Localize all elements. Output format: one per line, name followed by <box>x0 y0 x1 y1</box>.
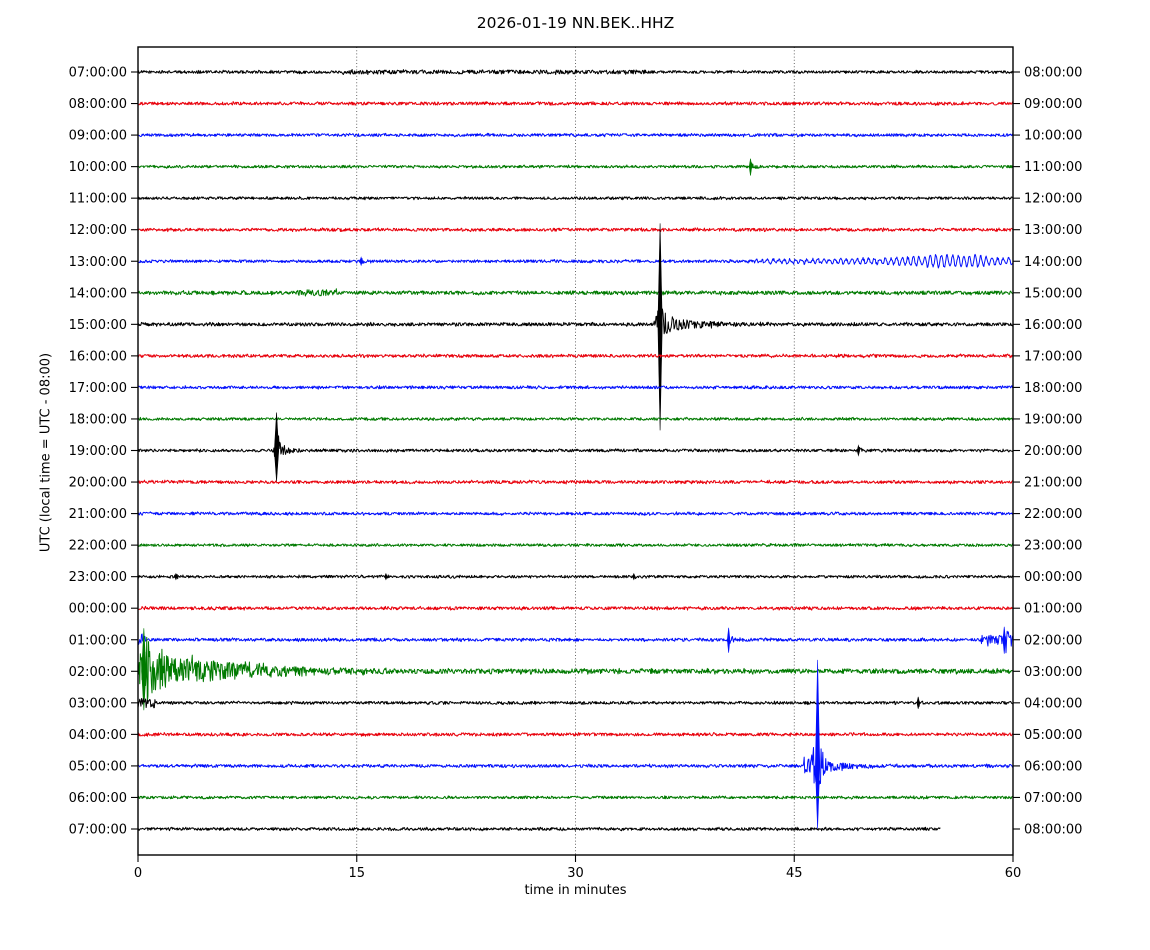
left-time-label: 06:00:00 <box>69 791 127 806</box>
right-time-label: 10:00:00 <box>1024 129 1082 144</box>
trace-row-210000 <box>137 511 1014 516</box>
right-time-label: 01:00:00 <box>1024 602 1082 617</box>
left-time-label: 04:00:00 <box>69 728 127 743</box>
x-tick-label: 0 <box>134 866 142 881</box>
left-time-label: 05:00:00 <box>69 759 127 774</box>
right-time-label: 15:00:00 <box>1024 286 1082 301</box>
trace-row-180000 <box>137 416 1014 422</box>
right-time-label: 04:00:00 <box>1024 696 1082 711</box>
chart-title: 2026-01-19 NN.BEK..HHZ <box>476 14 675 32</box>
right-time-label: 00:00:00 <box>1024 570 1082 585</box>
trace-row-190000 <box>137 435 1014 464</box>
left-time-label: 21:00:00 <box>69 507 127 522</box>
trace-row-070000 <box>137 69 1014 75</box>
trace-row-110000 <box>137 196 1014 201</box>
event-needle-150000-35.8min <box>657 223 663 431</box>
right-time-label: 02:00:00 <box>1024 633 1082 648</box>
trace-row-170000 <box>137 385 1014 390</box>
right-time-label: 22:00:00 <box>1024 507 1082 522</box>
right-time-label: 18:00:00 <box>1024 381 1082 396</box>
trace-row-120000 <box>137 227 1014 233</box>
left-time-label: 20:00:00 <box>69 476 127 491</box>
left-time-label: 23:00:00 <box>69 570 127 585</box>
x-tick-label: 60 <box>1005 866 1022 881</box>
event-needle-190000-9.5min <box>274 412 280 482</box>
trace-row-160000 <box>137 353 1014 359</box>
event-needle-010000-40.5min <box>727 627 731 653</box>
left-time-label: 08:00:00 <box>69 97 127 112</box>
event-needle-190000-49.4min <box>856 444 861 457</box>
trace-row-140000 <box>137 288 1014 297</box>
left-time-label: 00:00:00 <box>69 602 127 617</box>
left-time-label: 14:00:00 <box>69 286 127 301</box>
left-time-label: 07:00:00 <box>69 66 127 81</box>
left-time-label: 13:00:00 <box>69 255 127 270</box>
event-needle-050000-46.6min <box>815 659 821 829</box>
left-time-label: 01:00:00 <box>69 633 127 648</box>
right-time-label: 08:00:00 <box>1024 66 1082 81</box>
x-tick-label: 15 <box>348 866 365 881</box>
x-tick-label: 30 <box>567 866 584 881</box>
right-time-label: 20:00:00 <box>1024 444 1082 459</box>
event-needle-230000-34min <box>632 572 636 581</box>
left-time-label: 07:00:00 <box>69 823 127 838</box>
left-time-label: 19:00:00 <box>69 444 127 459</box>
trace-row-060000 <box>137 795 1014 800</box>
right-time-label: 05:00:00 <box>1024 728 1082 743</box>
left-time-label: 16:00:00 <box>69 349 127 364</box>
trace-row-200000 <box>137 479 1014 485</box>
trace-row-020000 <box>137 636 1014 704</box>
x-axis-label: time in minutes <box>524 883 627 898</box>
trace-row-150000 <box>137 308 1014 335</box>
trace-row-080000 <box>137 101 1014 106</box>
event-needle-010000-59.4min <box>1002 626 1006 654</box>
left-time-label: 02:00:00 <box>69 665 127 680</box>
trace-row-230000 <box>137 574 1014 580</box>
left-time-label: 03:00:00 <box>69 696 127 711</box>
right-time-label: 14:00:00 <box>1024 255 1082 270</box>
event-needle-130000-15.3min <box>359 256 363 267</box>
x-tick-label: 45 <box>786 866 803 881</box>
right-time-label: 07:00:00 <box>1024 791 1082 806</box>
left-time-label: 22:00:00 <box>69 539 127 554</box>
event-needle-100000-42min <box>748 158 753 176</box>
trace-row-050000 <box>137 745 1014 785</box>
left-time-label: 15:00:00 <box>69 318 127 333</box>
event-needle-020000-0.4min <box>141 628 147 711</box>
right-time-label: 13:00:00 <box>1024 223 1082 238</box>
right-time-label: 11:00:00 <box>1024 160 1082 175</box>
trace-row-090000 <box>137 132 1014 138</box>
event-needle-030000-53.5min <box>916 696 920 709</box>
trace-row-220000 <box>137 543 1014 548</box>
left-time-label: 10:00:00 <box>69 160 127 175</box>
event-needle-230000-17min <box>384 572 388 581</box>
event-needle-230000-2.6min <box>174 572 178 581</box>
left-time-label: 12:00:00 <box>69 223 127 238</box>
trace-row-040000 <box>137 732 1014 737</box>
trace-row-100000 <box>137 162 1014 169</box>
left-time-label: 11:00:00 <box>69 192 127 207</box>
left-time-label: 17:00:00 <box>69 381 127 396</box>
right-time-label: 08:00:00 <box>1024 823 1082 838</box>
trace-row-030000 <box>137 698 1014 709</box>
trace-row-130000 <box>137 253 1014 269</box>
right-time-label: 09:00:00 <box>1024 97 1082 112</box>
right-time-label: 16:00:00 <box>1024 318 1082 333</box>
right-time-label: 03:00:00 <box>1024 665 1082 680</box>
left-time-label: 09:00:00 <box>69 129 127 144</box>
trace-row-070000 <box>137 826 941 832</box>
left-time-label: 18:00:00 <box>69 412 127 427</box>
right-time-label: 17:00:00 <box>1024 349 1082 364</box>
right-time-label: 23:00:00 <box>1024 539 1082 554</box>
right-time-label: 12:00:00 <box>1024 192 1082 207</box>
right-time-label: 19:00:00 <box>1024 412 1082 427</box>
right-time-label: 21:00:00 <box>1024 476 1082 491</box>
trace-row-000000 <box>137 605 1014 611</box>
right-time-label: 06:00:00 <box>1024 759 1082 774</box>
trace-row-010000 <box>137 630 1014 654</box>
